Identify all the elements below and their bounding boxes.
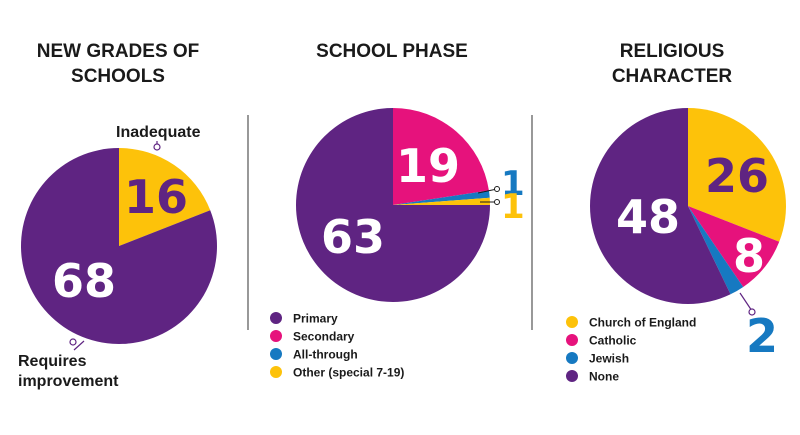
- value-label-church-of-england: 26: [705, 149, 769, 203]
- pie-slice-jewish: [688, 206, 744, 295]
- value-label-catholic: 8: [733, 229, 765, 283]
- legend-swatch-secondary: [270, 330, 282, 342]
- chart1-title-line2: SCHOOLS: [71, 66, 165, 87]
- value-label-other-special-7-19: 1: [501, 187, 525, 227]
- pie-slice-catholic: [688, 206, 780, 287]
- legend-swatch-church-of-england: [566, 316, 578, 328]
- chart2-legend: Primary Secondary All-through Other (specia…: [270, 312, 404, 380]
- chart2-title: SCHOOL PHASE: [316, 41, 468, 62]
- chart3-title-line2: CHARACTER: [612, 66, 733, 87]
- value-label-none: 48: [616, 190, 680, 244]
- value-label-requires-improvement: 68: [52, 254, 116, 308]
- pie-slice-church-of-england: [688, 108, 786, 242]
- pie-slice-inadequate: [119, 148, 211, 246]
- legend-label-all-through: All-through: [293, 348, 358, 362]
- legend-swatch-jewish: [566, 352, 578, 364]
- legend-label-other-special-7-19: Other (special 7-19): [293, 366, 404, 380]
- pie-slice-other-special-7-19: [393, 197, 490, 205]
- leader-jewish: [739, 292, 753, 312]
- legend-label-none: None: [589, 370, 619, 384]
- leader-requires-dot: [69, 338, 77, 346]
- annotation-requires-line2: improvement: [18, 373, 119, 390]
- chart2-pie: 19 11 63: [296, 108, 525, 302]
- value-label-jewish: 2: [746, 309, 778, 363]
- legend-label-church-of-england: Church of England: [589, 316, 696, 330]
- pie-slice-primary: [296, 108, 490, 302]
- chart1-title-line1: NEW GRADES OF: [37, 41, 200, 62]
- leader-inadequate-dot: [153, 143, 161, 151]
- legend-swatch-primary: [270, 312, 282, 324]
- leader-all-through: [477, 188, 498, 194]
- leader-other-dot: [494, 199, 500, 205]
- legend-swatch-catholic: [566, 334, 578, 346]
- legend-label-secondary: Secondary: [293, 330, 355, 344]
- pie-slice-none: [590, 107, 731, 304]
- value-label-all-through: 1: [501, 164, 525, 204]
- legend-swatch-all-through: [270, 348, 282, 360]
- chart-school-phase: SCHOOL PHASE 19 11 63 Primary Secondary All-…: [270, 41, 525, 380]
- chart3-title-line1: RELIGIOUS: [620, 41, 725, 62]
- pie-slice-requires-improvement: [20, 148, 217, 344]
- annotation-requires-line1: Requires: [18, 353, 87, 370]
- annotation-inadequate: Inadequate: [116, 124, 201, 141]
- chart3-pie: 26 8 2 48: [590, 107, 786, 363]
- value-label-inadequate: 16: [124, 170, 188, 224]
- legend-swatch-other-special-7-19: [270, 366, 282, 378]
- legend-label-jewish: Jewish: [589, 352, 629, 366]
- pie-slice-all-through: [393, 190, 490, 205]
- legend-swatch-none: [566, 370, 578, 382]
- leader-all-through-dot: [494, 186, 500, 192]
- legend-label-catholic: Catholic: [589, 334, 637, 348]
- leader-jewish-dot: [748, 308, 756, 316]
- chart3-legend: Church of England Catholic Jewish None: [566, 316, 696, 384]
- leader-requires: [73, 340, 85, 351]
- chart-religious-character: RELIGIOUS CHARACTER 26 8 2 48 Church of Eng…: [566, 41, 786, 384]
- value-label-secondary: 19: [396, 139, 460, 193]
- legend-label-primary: Primary: [293, 312, 338, 326]
- pie-slice-secondary: [393, 108, 489, 205]
- value-label-primary: 63: [321, 210, 385, 264]
